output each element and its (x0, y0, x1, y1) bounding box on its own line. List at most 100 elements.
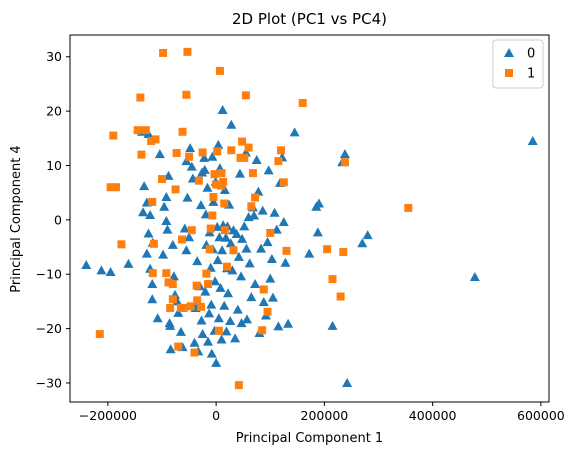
data-point-class-0 (339, 149, 350, 159)
data-point-class-0 (217, 245, 228, 255)
data-point-class-1 (196, 302, 205, 311)
data-point-class-0 (210, 276, 221, 286)
data-point-class-0 (250, 279, 261, 289)
data-point-class-1 (179, 303, 188, 312)
data-point-class-0 (199, 152, 210, 162)
data-point-class-0 (327, 320, 338, 330)
x-tick-label: 600000 (517, 408, 565, 423)
data-point-class-0 (165, 344, 176, 354)
data-point-class-0 (237, 233, 248, 243)
data-point-class-0 (230, 333, 241, 343)
y-tick-label: 10 (46, 158, 62, 173)
legend: 01 (492, 39, 544, 89)
data-point-class-0 (139, 181, 150, 191)
data-point-class-0 (186, 161, 197, 171)
data-point-class-0 (215, 282, 226, 292)
data-point-class-1 (404, 203, 413, 212)
data-point-class-0 (236, 271, 247, 281)
data-point-class-1 (149, 239, 158, 248)
data-point-class-1 (220, 199, 229, 208)
data-point-class-1 (222, 262, 231, 271)
data-point-class-0 (161, 215, 172, 225)
data-point-class-1 (328, 275, 337, 284)
data-point-class-1 (214, 326, 223, 335)
y-axis-label: Principal Component 4 (9, 145, 24, 292)
data-point-class-0 (283, 318, 294, 328)
data-point-class-0 (221, 326, 232, 336)
data-point-class-0 (257, 205, 268, 215)
data-point-class-0 (147, 279, 158, 289)
data-point-class-0 (105, 267, 116, 277)
data-point-class-0 (158, 249, 169, 259)
data-point-class-1 (251, 193, 260, 202)
data-point-class-1 (220, 226, 229, 235)
data-point-class-0 (161, 192, 172, 202)
data-point-class-1 (298, 98, 307, 107)
data-point-class-1 (215, 66, 224, 75)
data-point-class-0 (185, 143, 196, 153)
data-point-class-0 (81, 259, 92, 269)
data-point-class-1 (133, 126, 142, 135)
data-point-class-0 (165, 320, 176, 330)
data-point-class-1 (210, 170, 219, 179)
data-point-class-1 (205, 245, 214, 254)
data-point-class-1 (209, 193, 218, 202)
data-point-class-0 (253, 186, 264, 196)
data-point-class-0 (214, 232, 225, 242)
data-point-class-1 (194, 176, 203, 185)
data-point-class-0 (362, 230, 373, 240)
data-point-class-1 (178, 127, 187, 136)
data-point-class-0 (197, 329, 208, 339)
data-point-class-0 (263, 165, 274, 175)
plot-frame (69, 34, 550, 403)
data-point-class-1 (186, 302, 195, 311)
data-point-class-1 (206, 224, 215, 233)
data-point-class-1 (117, 240, 126, 249)
data-point-class-1 (282, 246, 291, 255)
data-point-class-1 (229, 246, 238, 255)
data-point-class-0 (246, 292, 257, 302)
data-point-class-0 (96, 265, 107, 275)
data-point-class-0 (265, 273, 276, 283)
data-point-class-0 (212, 255, 223, 265)
data-point-class-1 (174, 342, 183, 351)
data-point-class-0 (162, 224, 173, 234)
data-point-class-0 (145, 209, 156, 219)
data-point-class-1 (208, 211, 217, 220)
data-point-class-1 (136, 93, 145, 102)
data-point-class-1 (182, 90, 191, 99)
data-point-class-0 (123, 258, 134, 268)
legend-box (492, 39, 544, 89)
data-point-class-1 (168, 295, 177, 304)
data-point-class-1 (241, 91, 250, 100)
data-point-class-1 (227, 146, 236, 155)
data-point-class-0 (213, 139, 224, 149)
data-point-class-0 (289, 127, 300, 137)
data-point-class-0 (220, 232, 231, 242)
data-point-class-1 (336, 292, 345, 301)
data-point-class-0 (225, 315, 236, 325)
data-point-class-0 (179, 223, 190, 233)
legend-marker-0 (504, 48, 514, 57)
data-point-class-1 (238, 137, 247, 146)
data-point-class-0 (234, 168, 245, 178)
y-tick-label: −10 (36, 267, 62, 282)
data-point-class-0 (159, 201, 170, 211)
data-point-class-1 (171, 185, 180, 194)
data-point-class-0 (266, 254, 277, 264)
data-point-class-1 (323, 245, 332, 254)
data-point-class-1 (234, 381, 243, 390)
y-axis-ticks: −30 −20 −10 0 10 20 30 (36, 49, 70, 390)
data-point-class-1 (247, 202, 256, 211)
y-tick-label: 30 (46, 49, 62, 64)
data-point-class-1 (339, 247, 348, 256)
data-point-class-0 (207, 151, 218, 161)
data-point-class-1 (172, 148, 181, 157)
x-tick-label: 0 (212, 408, 220, 423)
data-point-class-0 (313, 198, 324, 208)
data-point-class-0 (203, 336, 214, 346)
data-point-class-1 (217, 169, 226, 178)
data-point-class-0 (154, 149, 165, 159)
data-point-class-0 (232, 304, 243, 314)
